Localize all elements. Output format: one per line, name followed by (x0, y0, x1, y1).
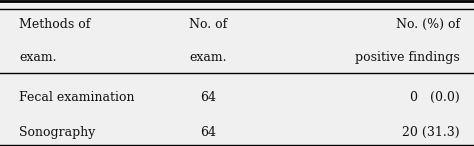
Text: No. (%) of: No. (%) of (396, 18, 460, 31)
Text: Fecal examination: Fecal examination (19, 91, 135, 104)
Text: Methods of: Methods of (19, 18, 91, 31)
Text: positive findings: positive findings (355, 51, 460, 64)
Text: 0   (0.0): 0 (0.0) (410, 91, 460, 104)
Text: exam.: exam. (190, 51, 228, 64)
Text: 64: 64 (201, 126, 217, 139)
Text: No. of: No. of (190, 18, 228, 31)
Text: 64: 64 (201, 91, 217, 104)
Text: 20 (31.3): 20 (31.3) (402, 126, 460, 139)
Text: exam.: exam. (19, 51, 56, 64)
Text: Sonography: Sonography (19, 126, 95, 139)
